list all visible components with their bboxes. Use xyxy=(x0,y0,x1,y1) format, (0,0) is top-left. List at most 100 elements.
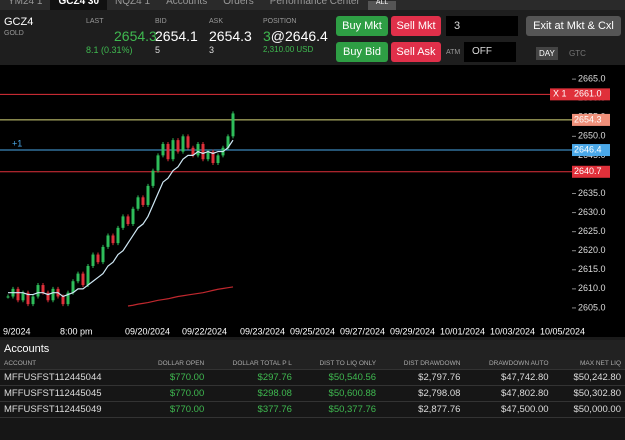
chart: 2665.02660.02655.02650.02645.02640.02635… xyxy=(0,65,625,337)
instrument-name: GOLD xyxy=(4,30,24,37)
cell: $297.76 xyxy=(208,369,296,386)
buy-mkt[interactable]: Buy Mkt xyxy=(336,16,388,36)
level-tag xyxy=(572,144,610,157)
tab[interactable]: YM24 1 xyxy=(8,0,43,7)
order-marker: X 1 xyxy=(553,89,567,99)
candle xyxy=(126,216,130,225)
y-tick-label: 2615.0 xyxy=(578,264,606,274)
gtc-toggle[interactable]: GTC xyxy=(569,49,586,58)
bid-size: 5 xyxy=(155,45,161,55)
candle xyxy=(91,254,95,266)
candle xyxy=(191,147,195,156)
level-label: 2661.0 xyxy=(574,89,602,99)
quantity[interactable]: 3 xyxy=(446,16,518,36)
y-tick-label: 2605.0 xyxy=(578,302,606,312)
candle xyxy=(231,113,235,137)
candle xyxy=(31,296,35,305)
candle xyxy=(196,143,200,156)
tab[interactable]: Orders xyxy=(223,0,254,7)
candle xyxy=(16,288,20,301)
cell: $298.08 xyxy=(208,385,296,402)
candle xyxy=(66,292,70,305)
column-header: ACCOUNT xyxy=(0,358,138,370)
cell: $2,797.76 xyxy=(380,369,465,386)
tab[interactable]: Accounts xyxy=(166,0,208,7)
level-label: 2640.7 xyxy=(574,166,602,176)
label: BID xyxy=(155,18,167,25)
cell: $50,302.80 xyxy=(552,385,625,402)
candle xyxy=(106,235,110,247)
cell: $2,798.08 xyxy=(380,385,465,402)
candle xyxy=(201,143,205,160)
symbol: GCZ4 xyxy=(4,16,34,28)
accounts-table: ACCOUNT DOLLAR OPEN DOLLAR TOTAL P L DIST T… xyxy=(0,358,625,418)
column-header: DOLLAR OPEN xyxy=(137,358,209,370)
candle xyxy=(71,281,75,293)
atm-select[interactable]: OFF xyxy=(464,42,516,62)
label: LAST xyxy=(86,18,104,25)
tab[interactable]: GCZ4 30 xyxy=(50,0,108,10)
candle xyxy=(161,143,165,156)
sell-mkt[interactable]: Sell Mkt xyxy=(391,16,441,36)
tab[interactable]: Performance Center xyxy=(269,0,360,7)
header-row: ACCOUNT DOLLAR OPEN DOLLAR TOTAL P L DIST T… xyxy=(0,358,625,370)
column-header: DOLLAR TOTAL P L xyxy=(208,358,296,370)
account-row[interactable]: MFFUSFST112445045 $770.00 $298.08 $50,600.8… xyxy=(0,385,625,402)
y-tick-label: 2650.0 xyxy=(578,131,606,141)
day-toggle[interactable]: DAY xyxy=(536,47,558,60)
candle xyxy=(226,136,230,148)
cell: $770.00 xyxy=(137,385,209,402)
account-row[interactable]: MFFUSFST112445044 $770.00 $297.76 $50,540.5… xyxy=(0,369,625,386)
candle xyxy=(141,197,145,205)
atm-label: ATM xyxy=(446,49,461,56)
buy-bid[interactable]: Buy Bid xyxy=(336,42,388,62)
y-tick-label: 2625.0 xyxy=(578,226,606,236)
candle xyxy=(211,151,215,164)
candle xyxy=(176,140,180,152)
cell: MFFUSFST112445049 xyxy=(0,401,138,418)
chart-area: 2665.02660.02655.02650.02645.02640.02635… xyxy=(0,65,625,337)
cell: MFFUSFST112445045 xyxy=(0,385,138,402)
candle xyxy=(41,285,45,293)
tab[interactable]: NQZ4 1 xyxy=(115,0,151,7)
cell: $770.00 xyxy=(137,401,209,418)
cell: $47,802.80 xyxy=(464,385,553,402)
candle xyxy=(181,136,185,152)
candle xyxy=(36,285,40,297)
candle xyxy=(206,151,210,160)
tab-badge[interactable]: ALL xyxy=(367,0,397,10)
ask: 2654.3 xyxy=(209,28,252,44)
cell: $377.76 xyxy=(208,401,296,418)
candle xyxy=(171,140,175,160)
last-price: 2654.3 xyxy=(114,28,157,44)
position-qty: 3 xyxy=(263,28,271,44)
accounts-panel: Accounts ACCOUNT DOLLAR OPEN DOLLAR TOTAL … xyxy=(0,340,625,440)
cell: $770.00 xyxy=(137,369,209,386)
position-pnl: 2,310.00 USD xyxy=(263,45,314,54)
candle xyxy=(46,292,50,301)
cell: $47,742.80 xyxy=(464,369,553,386)
exit-button[interactable]: Exit at Mkt & Cxl xyxy=(526,16,621,36)
sell-ask[interactable]: Sell Ask xyxy=(391,42,441,62)
position: 3@2646.4 xyxy=(263,28,328,44)
candle xyxy=(51,288,55,301)
level-tag xyxy=(572,88,610,101)
column-header: DIST DRAWDOWN xyxy=(380,358,465,370)
x-tick-label: 09/20/2024 xyxy=(125,326,170,336)
x-tick-label: 8:00 pm xyxy=(60,326,93,336)
cell: $50,377.76 xyxy=(295,401,381,418)
candle xyxy=(81,273,85,286)
cell: $50,540.56 xyxy=(295,369,381,386)
candle xyxy=(76,273,80,282)
bid: 2654.1 xyxy=(155,28,198,44)
cell: $2,877.76 xyxy=(380,401,465,418)
cell: $50,242.80 xyxy=(552,369,625,386)
trend-line xyxy=(127,286,234,307)
candle xyxy=(61,296,65,305)
level-label: 2654.3 xyxy=(574,114,602,124)
order-marker-bg xyxy=(550,88,572,101)
candle xyxy=(121,216,125,228)
account-row[interactable]: MFFUSFST112445049 $770.00 $377.76 $50,377.7… xyxy=(0,401,625,418)
x-tick-label: 10/01/2024 xyxy=(440,326,485,336)
